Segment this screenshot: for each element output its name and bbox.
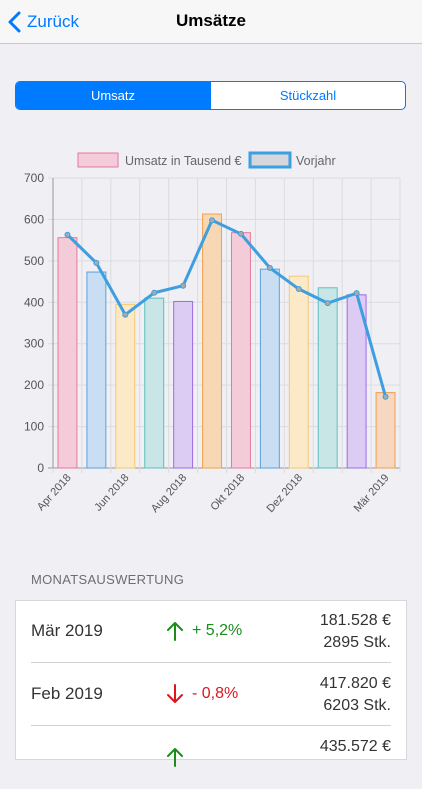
legend-label-vorjahr: Vorjahr bbox=[296, 154, 336, 168]
row-month: Feb 2019 bbox=[31, 684, 103, 703]
bar bbox=[173, 300, 194, 469]
row-divider bbox=[31, 662, 391, 663]
bar bbox=[317, 287, 338, 469]
x-tick-label: Jun 2018 bbox=[92, 472, 131, 514]
table-row[interactable]: Feb 2019 - 0,8% 417.820 € 6203 Stk. bbox=[16, 664, 406, 726]
line-point bbox=[237, 230, 244, 237]
bar bbox=[231, 232, 251, 469]
arrow-up-icon bbox=[167, 748, 183, 767]
bar bbox=[259, 268, 280, 469]
line-point bbox=[151, 289, 158, 296]
row-change: - 0,8% bbox=[192, 685, 239, 702]
x-tick-label: Mär 2019 bbox=[352, 472, 392, 515]
x-tick-label: Dez 2018 bbox=[265, 472, 305, 515]
navigation-bar: Zurück Umsätze bbox=[0, 0, 422, 44]
segmented-control: Umsatz Stückzahl bbox=[15, 81, 406, 110]
table-row[interactable]: 435.572 € bbox=[16, 727, 406, 789]
row-amount: 417.820 € bbox=[319, 675, 391, 692]
line-point bbox=[209, 217, 216, 224]
line-point bbox=[382, 393, 389, 400]
row-month: Mär 2019 bbox=[31, 621, 103, 640]
series-line-vorjahr bbox=[66, 218, 387, 398]
row-trend: + 5,2% bbox=[166, 620, 242, 642]
row-units: 2895 Stk. bbox=[323, 634, 391, 651]
x-tick-label: Okt 2018 bbox=[208, 472, 247, 513]
row-trend: - 0,8% bbox=[166, 683, 238, 705]
line-point bbox=[266, 264, 273, 271]
legend-swatch-umsatz bbox=[77, 152, 119, 168]
legend-swatch-vorjahr bbox=[248, 151, 292, 169]
table-row[interactable]: Mär 2019 + 5,2% 181.528 € 2895 Stk. bbox=[16, 601, 406, 663]
row-values: 181.528 € 2895 Stk. bbox=[320, 610, 391, 654]
legend-label-umsatz: Umsatz in Tausend € bbox=[125, 154, 242, 168]
line-point bbox=[324, 300, 331, 307]
bar bbox=[288, 275, 309, 469]
line-point bbox=[353, 290, 360, 297]
y-tick-label: 700 bbox=[24, 171, 44, 185]
bar bbox=[375, 392, 396, 469]
line-point bbox=[295, 286, 302, 293]
row-divider bbox=[31, 725, 391, 726]
segment-umsatz[interactable]: Umsatz bbox=[16, 82, 210, 109]
bar bbox=[202, 213, 222, 469]
y-tick-label: 300 bbox=[24, 337, 44, 351]
row-amount: 435.572 € bbox=[319, 738, 391, 755]
y-tick-label: 600 bbox=[24, 212, 44, 226]
arrow-down-icon bbox=[167, 684, 183, 703]
x-tick-label: Apr 2018 bbox=[35, 472, 74, 513]
y-tick-label: 500 bbox=[24, 254, 44, 268]
bar bbox=[115, 303, 136, 469]
page-title: Umsätze bbox=[176, 11, 246, 30]
y-tick-label: 100 bbox=[24, 420, 44, 434]
back-label: Zurück bbox=[27, 12, 79, 31]
y-tick-label: 200 bbox=[24, 378, 44, 392]
line-point bbox=[93, 259, 100, 266]
row-change: + 5,2% bbox=[192, 622, 243, 639]
row-values: 435.572 € bbox=[320, 736, 391, 758]
line-point bbox=[122, 311, 129, 318]
back-button[interactable]: Zurück bbox=[8, 10, 79, 34]
arrow-up-icon bbox=[167, 622, 183, 641]
x-tick-label: Aug 2018 bbox=[149, 472, 189, 515]
monthly-table: Mär 2019 + 5,2% 181.528 € 2895 Stk. Feb … bbox=[15, 600, 407, 767]
y-tick-label: 400 bbox=[24, 295, 44, 309]
row-values: 417.820 € 6203 Stk. bbox=[320, 673, 391, 717]
line-point bbox=[64, 231, 71, 238]
line-point bbox=[180, 282, 187, 289]
chevron-left-icon bbox=[8, 11, 21, 33]
section-header: MONATSAUSWERTUNG bbox=[31, 572, 185, 587]
bar bbox=[57, 237, 78, 469]
bar bbox=[86, 271, 107, 469]
segment-stueckzahl[interactable]: Stückzahl bbox=[210, 82, 405, 109]
row-amount: 181.528 € bbox=[319, 612, 391, 629]
bar bbox=[144, 297, 165, 469]
row-units: 6203 Stk. bbox=[323, 697, 391, 714]
row-trend bbox=[166, 746, 192, 768]
y-tick-label: 0 bbox=[37, 461, 44, 475]
sales-chart: 0 100 200 300 400 500 600 700 Apr 2018 Jun 2018 Au… bbox=[24, 151, 401, 515]
